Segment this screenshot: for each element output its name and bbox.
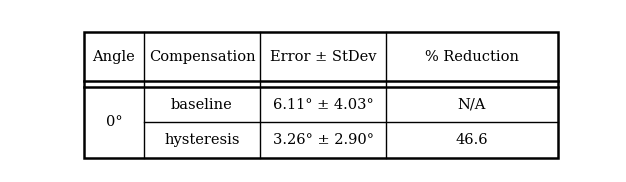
Text: 6.11° ± 4.03°: 6.11° ± 4.03° bbox=[273, 98, 374, 112]
Text: N/A: N/A bbox=[458, 98, 486, 112]
Text: baseline: baseline bbox=[171, 98, 233, 112]
Text: Angle: Angle bbox=[93, 50, 135, 64]
Text: Error ± StDev: Error ± StDev bbox=[270, 50, 376, 64]
Text: 46.6: 46.6 bbox=[456, 133, 488, 147]
Text: 0°: 0° bbox=[106, 115, 122, 129]
Text: hysteresis: hysteresis bbox=[164, 133, 240, 147]
Text: 3.26° ± 2.90°: 3.26° ± 2.90° bbox=[273, 133, 374, 147]
Text: Compensation: Compensation bbox=[148, 50, 255, 64]
Text: % Reduction: % Reduction bbox=[425, 50, 519, 64]
